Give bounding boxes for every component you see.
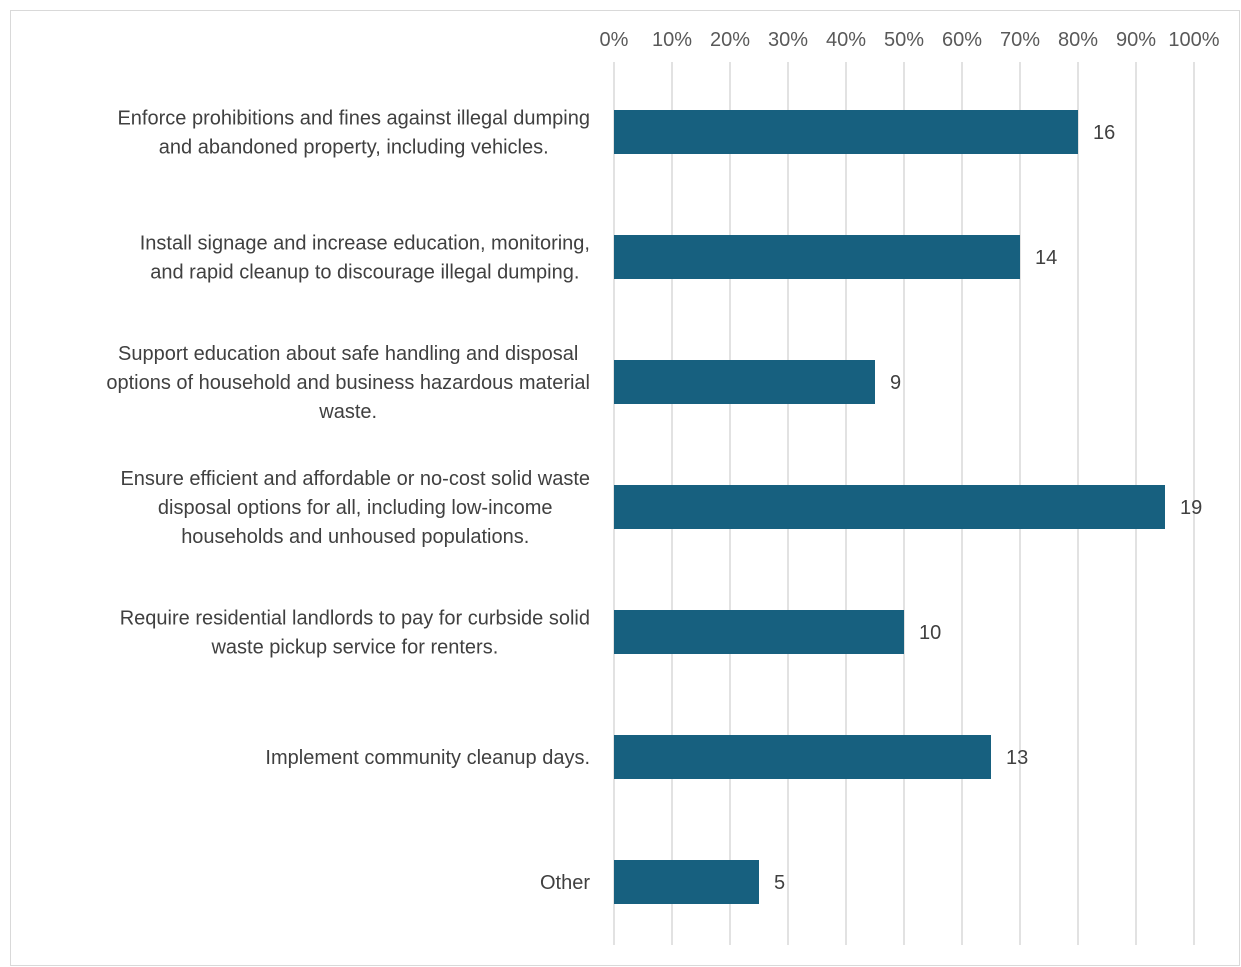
bar bbox=[614, 360, 875, 404]
category-label-line: options of household and business hazard… bbox=[106, 372, 590, 394]
category-label: Require residential landlords to pay for… bbox=[120, 608, 590, 659]
bar bbox=[614, 735, 991, 779]
category-label-line: Support education about safe handling an… bbox=[118, 343, 578, 365]
category-label-line: Require residential landlords to pay for… bbox=[120, 608, 590, 630]
x-tick-label: 40% bbox=[826, 29, 866, 51]
category-label-line: Enforce prohibitions and fines against i… bbox=[117, 108, 590, 130]
data-label: 9 bbox=[890, 372, 901, 394]
x-tick-label: 80% bbox=[1058, 29, 1098, 51]
category-labels: Enforce prohibitions and fines against i… bbox=[106, 108, 590, 895]
data-label: 16 bbox=[1093, 122, 1115, 144]
x-tick-label: 20% bbox=[710, 29, 750, 51]
category-label-line: and abandoned property, including vehicl… bbox=[159, 137, 549, 159]
bars bbox=[614, 110, 1165, 904]
category-label-line: waste pickup service for renters. bbox=[210, 637, 498, 659]
x-tick-label: 30% bbox=[768, 29, 808, 51]
x-tick-label: 0% bbox=[600, 29, 629, 51]
x-axis-ticks: 0% 10% 20% 30% 40% 50% 60% 70% 80% 90% 100% bbox=[600, 29, 1220, 51]
category-label: Ensure efficient and affordable or no-co… bbox=[120, 468, 590, 548]
category-label-line: disposal options for all, including low-… bbox=[158, 497, 553, 519]
data-label: 19 bbox=[1180, 497, 1202, 519]
bar bbox=[614, 860, 759, 904]
x-tick-label: 70% bbox=[1000, 29, 1040, 51]
data-label: 5 bbox=[774, 872, 785, 894]
category-label-line: Implement community cleanup days. bbox=[265, 747, 590, 769]
category-label: Support education about safe handling an… bbox=[106, 343, 590, 423]
category-label: Implement community cleanup days. bbox=[265, 747, 590, 769]
category-label-line: Ensure efficient and affordable or no-co… bbox=[120, 468, 590, 490]
category-label-line: waste. bbox=[318, 401, 377, 423]
x-tick-label: 100% bbox=[1168, 29, 1219, 51]
category-label-line: Install signage and increase education, … bbox=[140, 233, 590, 255]
category-label-line: and rapid cleanup to discourage illegal … bbox=[150, 262, 579, 284]
bar bbox=[614, 610, 904, 654]
data-labels: 16 14 9 19 10 13 5 bbox=[774, 122, 1202, 894]
category-label-line: Other bbox=[540, 872, 590, 894]
x-tick-label: 50% bbox=[884, 29, 924, 51]
data-label: 13 bbox=[1006, 747, 1028, 769]
category-label: Install signage and increase education, … bbox=[140, 233, 590, 284]
bar bbox=[614, 110, 1078, 154]
x-tick-label: 60% bbox=[942, 29, 982, 51]
data-label: 14 bbox=[1035, 247, 1057, 269]
x-tick-label: 90% bbox=[1116, 29, 1156, 51]
category-label-line: households and unhoused populations. bbox=[181, 526, 529, 548]
category-label: Enforce prohibitions and fines against i… bbox=[117, 108, 590, 159]
category-label: Other bbox=[540, 872, 590, 894]
x-tick-label: 10% bbox=[652, 29, 692, 51]
data-label: 10 bbox=[919, 622, 941, 644]
bar bbox=[614, 485, 1165, 529]
bar bbox=[614, 235, 1020, 279]
